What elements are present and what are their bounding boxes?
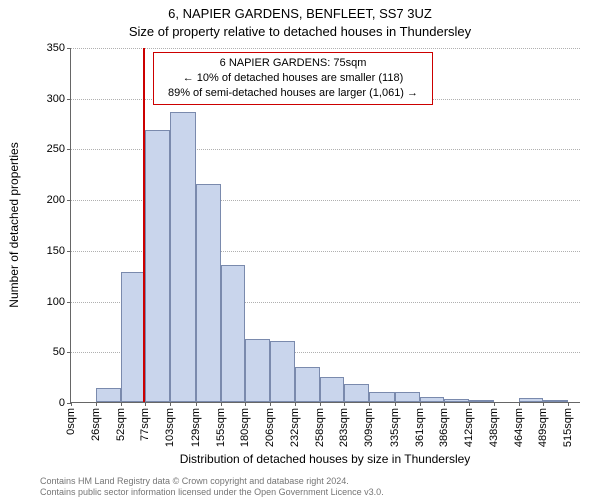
xtick-label: 515sqm	[562, 408, 574, 447]
histogram-bar	[121, 272, 145, 402]
xtick-label: 412sqm	[463, 408, 475, 447]
xtick-mark	[170, 402, 171, 406]
ytick-mark	[67, 302, 71, 303]
xtick-mark	[121, 402, 122, 406]
xtick-mark	[568, 402, 569, 406]
ytick-mark	[67, 251, 71, 252]
xtick-mark	[543, 402, 544, 406]
ytick-mark	[67, 352, 71, 353]
xtick-label: 258sqm	[314, 408, 326, 447]
plot-area: 0501001502002503003500sqm26sqm52sqm77sqm…	[70, 48, 580, 403]
xtick-label: 52sqm	[115, 408, 127, 441]
histogram-bar	[420, 397, 444, 402]
ytick-label: 50	[53, 346, 65, 358]
xtick-label: 464sqm	[513, 408, 525, 447]
marker-line	[143, 48, 145, 402]
histogram-bar	[469, 400, 494, 402]
xtick-mark	[519, 402, 520, 406]
xtick-label: 180sqm	[239, 408, 251, 447]
ytick-mark	[67, 200, 71, 201]
xtick-label: 283sqm	[338, 408, 350, 447]
ytick-mark	[67, 149, 71, 150]
histogram-bar	[369, 392, 394, 402]
histogram-bar	[295, 367, 320, 403]
gridline	[71, 48, 580, 49]
xtick-label: 129sqm	[190, 408, 202, 447]
xtick-mark	[96, 402, 97, 406]
xtick-label: 386sqm	[438, 408, 450, 447]
xtick-mark	[395, 402, 396, 406]
xtick-label: 361sqm	[414, 408, 426, 447]
chart-container: 6, NAPIER GARDENS, BENFLEET, SS7 3UZ Siz…	[0, 0, 600, 500]
xtick-mark	[469, 402, 470, 406]
xtick-mark	[320, 402, 321, 406]
license-line2: Contains public sector information licen…	[40, 487, 384, 498]
xtick-mark	[444, 402, 445, 406]
ytick-mark	[67, 99, 71, 100]
xtick-label: 103sqm	[164, 408, 176, 447]
xtick-mark	[344, 402, 345, 406]
xtick-label: 489sqm	[537, 408, 549, 447]
xtick-label: 438sqm	[488, 408, 500, 447]
xtick-label: 0sqm	[65, 408, 77, 435]
xtick-mark	[295, 402, 296, 406]
x-axis-label: Distribution of detached houses by size …	[70, 452, 580, 466]
xtick-mark	[71, 402, 72, 406]
histogram-bar	[196, 184, 221, 402]
xtick-label: 232sqm	[289, 408, 301, 447]
xtick-mark	[420, 402, 421, 406]
xtick-mark	[245, 402, 246, 406]
histogram-bar	[543, 400, 568, 402]
histogram-bar	[221, 265, 245, 402]
xtick-mark	[494, 402, 495, 406]
title-address: 6, NAPIER GARDENS, BENFLEET, SS7 3UZ	[0, 6, 600, 21]
license-line1: Contains HM Land Registry data © Crown c…	[40, 476, 384, 487]
xtick-mark	[369, 402, 370, 406]
ytick-label: 250	[47, 143, 65, 155]
xtick-mark	[196, 402, 197, 406]
histogram-bar	[395, 392, 420, 402]
xtick-label: 77sqm	[139, 408, 151, 441]
histogram-bar	[344, 384, 369, 402]
histogram-bar	[519, 398, 543, 402]
annotation-line1: 6 NAPIER GARDENS: 75sqm	[160, 56, 426, 71]
annotation-box: 6 NAPIER GARDENS: 75sqm ← 10% of detache…	[153, 52, 433, 105]
ytick-label: 200	[47, 194, 65, 206]
histogram-bar	[145, 130, 170, 402]
histogram-bar	[96, 388, 121, 402]
title-subtitle: Size of property relative to detached ho…	[0, 24, 600, 39]
license-text: Contains HM Land Registry data © Crown c…	[40, 476, 384, 499]
ytick-label: 100	[47, 296, 65, 308]
xtick-label: 309sqm	[363, 408, 375, 447]
xtick-mark	[221, 402, 222, 406]
xtick-mark	[270, 402, 271, 406]
annotation-line2: ← 10% of detached houses are smaller (11…	[160, 71, 426, 86]
histogram-bar	[444, 399, 469, 402]
ytick-mark	[67, 48, 71, 49]
histogram-bar	[320, 377, 344, 402]
annotation-line3: 89% of semi-detached houses are larger (…	[160, 86, 426, 101]
histogram-bar	[270, 341, 295, 402]
histogram-bar	[170, 112, 195, 402]
xtick-mark	[145, 402, 146, 406]
xtick-label: 206sqm	[264, 408, 276, 447]
ytick-label: 150	[47, 245, 65, 257]
ytick-label: 300	[47, 93, 65, 105]
y-axis-label: Number of detached properties	[7, 142, 21, 307]
histogram-bar	[245, 339, 270, 402]
xtick-label: 335sqm	[389, 408, 401, 447]
xtick-label: 155sqm	[215, 408, 227, 447]
ytick-label: 350	[47, 42, 65, 54]
xtick-label: 26sqm	[90, 408, 102, 441]
